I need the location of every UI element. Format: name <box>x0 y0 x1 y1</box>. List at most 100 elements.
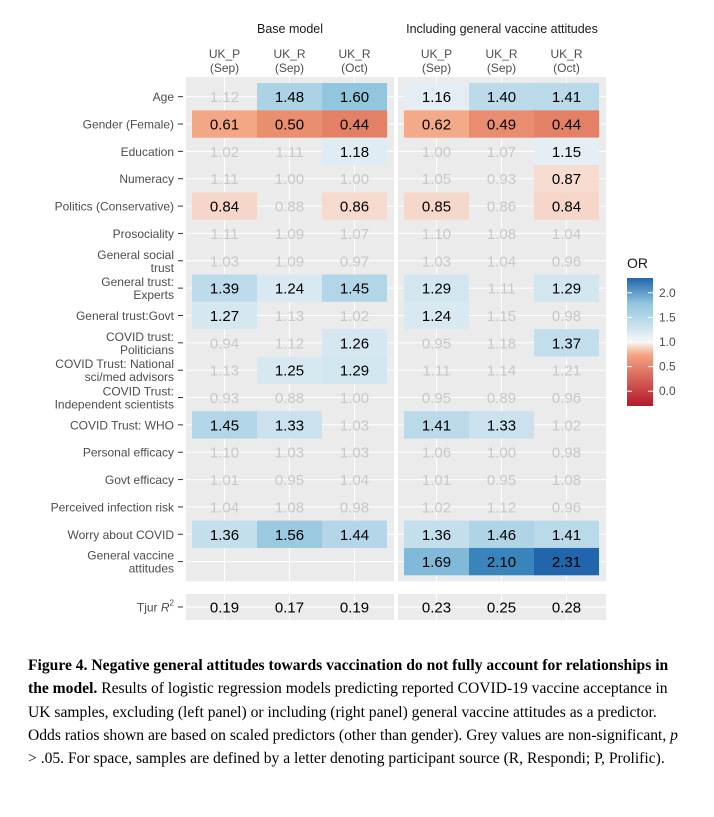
cell-value-label: 0.98 <box>552 308 581 325</box>
heatmap-cell <box>257 110 322 138</box>
heatmap-cell <box>469 411 534 439</box>
row-label: COVID Trust: <box>103 385 174 399</box>
column-header-sub: (Sep) <box>487 61 516 75</box>
caption-title: Figure 4. Negative general attitudes tow… <box>28 657 669 698</box>
column-header-sub: (Sep) <box>422 61 451 75</box>
cell-value-label: 1.18 <box>487 335 516 352</box>
row-label: Prosociality <box>113 227 174 241</box>
cell-value-label: 1.11 <box>210 226 238 243</box>
cell-value-label: 0.85 <box>422 199 451 216</box>
cell-value-label: 1.03 <box>340 445 369 462</box>
cell-value-label: 1.24 <box>275 281 304 298</box>
cell-value-label: 0.93 <box>210 390 239 407</box>
cell-value-label: 1.15 <box>487 308 516 325</box>
heatmap-cell <box>322 329 387 357</box>
row-label: General trust:Govt <box>76 309 175 323</box>
figure-caption: Figure 4. Negative general attitudes tow… <box>28 654 688 770</box>
cell-value-label: 0.62 <box>422 117 451 134</box>
cell-value-label: 1.29 <box>422 281 451 298</box>
cell-value-label: 1.00 <box>340 390 369 407</box>
cell-value-label: 2.31 <box>552 554 581 571</box>
cell-value-label: 0.50 <box>275 117 304 134</box>
cell-value-label: 0.61 <box>210 117 239 134</box>
heatmap-cell <box>404 192 469 220</box>
cell-value-label: 1.01 <box>422 472 451 489</box>
cell-value-label: 1.06 <box>422 445 451 462</box>
cell-value-label: 1.03 <box>275 445 304 462</box>
column-header: UK_R <box>550 47 582 61</box>
cell-value-label: 1.03 <box>422 253 451 270</box>
row-label-line2: Experts <box>133 288 174 302</box>
cell-value-label: 1.11 <box>422 363 450 380</box>
cell-value-label: 1.48 <box>275 89 304 106</box>
row-label: General vaccine <box>87 549 174 563</box>
cell-value-label: 0.44 <box>552 117 581 134</box>
cell-value-label: 1.46 <box>487 527 516 544</box>
cell-value-label: 1.26 <box>340 335 369 352</box>
legend-tick-label: 1.0 <box>659 335 676 349</box>
heatmap-cell <box>534 547 599 576</box>
cell-value-label: 1.45 <box>210 417 239 434</box>
cell-value-label: 1.18 <box>340 144 369 161</box>
cell-value-label: 0.97 <box>340 253 369 270</box>
caption-text-2: > .05. For space, samples are defined by… <box>28 750 665 768</box>
cell-value-label: 1.09 <box>275 226 304 243</box>
heatmap-cell <box>257 411 322 439</box>
cell-value-label: 1.13 <box>275 308 304 325</box>
fit-value-label: 0.28 <box>552 600 581 617</box>
row-label: Numeracy <box>119 172 174 186</box>
heatmap-cell <box>322 83 387 111</box>
fit-value-label: 0.23 <box>422 600 451 617</box>
heatmap-cell <box>534 520 599 548</box>
heatmap-cell <box>404 110 469 138</box>
cell-value-label: 1.04 <box>552 226 581 243</box>
cell-value-label: 1.29 <box>552 281 581 298</box>
cell-value-label: 1.16 <box>422 89 451 106</box>
cell-value-label: 1.13 <box>210 363 239 380</box>
row-label: Age <box>153 90 175 104</box>
cell-value-label: 0.49 <box>487 117 516 134</box>
heatmap-cell <box>404 83 469 111</box>
row-label: General trust: <box>101 275 174 289</box>
heatmap-cell <box>534 137 599 166</box>
row-label: Personal efficacy <box>83 446 174 460</box>
cell-value-label: 1.12 <box>210 89 239 106</box>
cell-value-label: 1.11 <box>275 144 303 161</box>
heatmap-cell <box>404 274 469 302</box>
cell-value-label: 1.27 <box>210 308 239 325</box>
cell-value-label: 1.14 <box>487 363 516 380</box>
cell-value-label: 1.07 <box>340 226 369 243</box>
heatmap-cell <box>534 165 599 193</box>
row-label-line2: trust <box>151 261 175 275</box>
cell-value-label: 1.69 <box>422 554 451 571</box>
cell-value-label: 1.41 <box>422 417 451 434</box>
heatmap-cell <box>322 192 387 220</box>
heatmap-cell <box>534 192 599 220</box>
heatmap-cell <box>404 301 469 330</box>
cell-value-label: 0.86 <box>340 199 369 216</box>
cell-value-label: 1.11 <box>487 281 515 298</box>
heatmap-cell <box>257 83 322 111</box>
cell-value-label: 1.45 <box>340 281 369 298</box>
column-header: UK_R <box>273 47 305 61</box>
heatmap-cell <box>257 356 322 384</box>
caption-p: p <box>670 726 678 744</box>
row-label: Worry about COVID <box>68 528 175 542</box>
legend-tick-label: 2.0 <box>659 286 676 300</box>
cell-value-label: 1.44 <box>340 527 369 544</box>
cell-value-label: 1.37 <box>552 335 581 352</box>
row-label: Govt efficacy <box>105 473 174 487</box>
heatmap-cell <box>192 520 257 548</box>
heatmap-cell <box>257 274 322 302</box>
cell-value-label: 1.02 <box>340 308 369 325</box>
column-header: UK_R <box>338 47 370 61</box>
heatmap-cell <box>534 274 599 302</box>
heatmap-cell <box>534 110 599 138</box>
cell-value-label: 1.41 <box>552 89 581 106</box>
heatmap-cell <box>534 83 599 111</box>
fit-value-label: 0.19 <box>210 600 239 617</box>
heatmap-cell <box>469 83 534 111</box>
cell-value-label: 1.02 <box>422 499 451 516</box>
column-header: UK_R <box>485 47 517 61</box>
row-label: Education <box>121 145 174 159</box>
